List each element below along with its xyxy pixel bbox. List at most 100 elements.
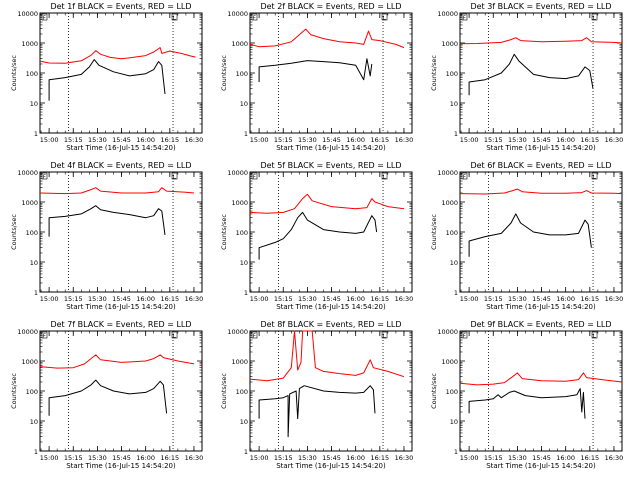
det-2-x-tick-label: 15:15 bbox=[274, 136, 293, 144]
det-9-y-axis-label: Counts/sec bbox=[430, 373, 438, 409]
det-3-annotation-l: L bbox=[593, 15, 597, 21]
det-1-flag-box bbox=[41, 13, 48, 21]
det-5-flag-box bbox=[381, 172, 388, 180]
det-6-plot-frame bbox=[459, 171, 623, 293]
det-7-x-tick-label: 15:45 bbox=[112, 454, 131, 462]
det-9-x-tick-label: 16:30 bbox=[605, 454, 624, 462]
det-1-flag-box bbox=[171, 13, 178, 21]
det-5-y-axis-label: Counts/sec bbox=[220, 214, 228, 250]
det-5-y-tick-label: 10000 bbox=[227, 169, 248, 177]
det-2-y-tick-label: 1000 bbox=[231, 40, 248, 48]
det-5-x-tick-label: 16:30 bbox=[395, 295, 414, 303]
det-8-y-tick-label: 10000 bbox=[227, 328, 248, 336]
det-2-x-tick-label: 15:30 bbox=[298, 136, 317, 144]
det-8-y-tick-label: 100 bbox=[236, 388, 248, 396]
det-9-x-tick-label: 15:00 bbox=[460, 454, 479, 462]
det-1-y-tick-label: 10000 bbox=[17, 10, 38, 18]
det-2-x-tick-label: 16:30 bbox=[395, 136, 414, 144]
det-2-lld-series-line bbox=[249, 28, 405, 49]
det-6-x-tick-label: 15:45 bbox=[532, 295, 551, 303]
det-4-lld-series-line bbox=[39, 187, 195, 195]
det-6-y-axis-label: Counts/sec bbox=[430, 214, 438, 250]
det-5-y-tick-label: 1 bbox=[244, 289, 248, 297]
det-8-x-axis-label: Start Time (16-Jul-15 14:54:20) bbox=[276, 462, 386, 470]
det-4-x-tick-label: 15:30 bbox=[88, 295, 107, 303]
det-6-y-tick-label: 1 bbox=[454, 289, 458, 297]
det-4-title: Det 4f BLACK = Events, RED = LLD bbox=[50, 161, 191, 170]
det-6-y-tick-label: 10000 bbox=[437, 169, 458, 177]
det-6-annotation-f: F bbox=[463, 174, 466, 180]
det-4-plot-frame bbox=[39, 171, 203, 293]
det-6-y-tick-label: 100 bbox=[446, 229, 458, 237]
det-3-x-tick-label: 16:00 bbox=[556, 136, 575, 144]
det-2-y-tick-label: 10000 bbox=[227, 10, 248, 18]
det-8-x-tick-label: 15:30 bbox=[298, 454, 317, 462]
det-3-y-tick-label: 1000 bbox=[441, 40, 458, 48]
det-4-y-tick-label: 1 bbox=[34, 289, 38, 297]
det-5-y-tick-label: 100 bbox=[236, 229, 248, 237]
det-1-events-series-line bbox=[48, 59, 166, 101]
det-7-events-series-line bbox=[48, 379, 168, 416]
det-2-annotation-l: L bbox=[383, 15, 387, 21]
det-3-plot-frame bbox=[459, 12, 623, 134]
det-9-flag-box bbox=[461, 331, 468, 339]
det-2-y-tick-label: 10 bbox=[240, 100, 248, 108]
det-6-x-tick-label: 15:30 bbox=[508, 295, 527, 303]
det-4-y-axis-label: Counts/sec bbox=[10, 214, 18, 250]
det-5-y-tick-label: 10 bbox=[240, 259, 248, 267]
det-1-x-tick-label: 16:00 bbox=[136, 136, 155, 144]
det-8-plot-frame bbox=[249, 330, 413, 452]
det-3-y-tick-label: 10000 bbox=[437, 10, 458, 18]
det-9-x-tick-label: 15:15 bbox=[484, 454, 503, 462]
det-7-x-tick-label: 16:15 bbox=[160, 454, 179, 462]
det-3-lld-series-line bbox=[459, 37, 623, 45]
det-3-x-tick-label: 15:15 bbox=[484, 136, 503, 144]
det-1-y-tick-label: 10 bbox=[30, 100, 38, 108]
det-7-annotation-l: L bbox=[173, 333, 177, 339]
det-9-annotation-l: L bbox=[593, 333, 597, 339]
det-6-flag-box bbox=[461, 172, 468, 180]
det-4-y-tick-label: 10 bbox=[30, 259, 38, 267]
det-6-y-tick-label: 10 bbox=[450, 259, 458, 267]
det-4-annotation-l: L bbox=[173, 174, 177, 180]
det-6-x-tick-label: 15:00 bbox=[460, 295, 479, 303]
det-4-y-tick-label: 1000 bbox=[21, 199, 38, 207]
det-4-x-tick-label: 15:00 bbox=[40, 295, 59, 303]
det-1-x-tick-label: 15:15 bbox=[64, 136, 83, 144]
det-1-x-tick-label: 15:00 bbox=[40, 136, 59, 144]
det-8-y-tick-label: 1000 bbox=[231, 358, 248, 366]
det-9-y-tick-label: 100 bbox=[446, 388, 458, 396]
det-4-events-series-line bbox=[48, 205, 166, 237]
det-9-annotation-f: F bbox=[463, 333, 466, 339]
det-8-annotation-l: L bbox=[383, 333, 387, 339]
det-2-x-tick-label: 15:45 bbox=[322, 136, 341, 144]
det-5-x-tick-label: 16:00 bbox=[346, 295, 365, 303]
det-8-annotation-f: F bbox=[253, 333, 256, 339]
det-4-x-tick-label: 16:15 bbox=[160, 295, 179, 303]
det-5-events-series-line bbox=[258, 211, 378, 260]
det-2-y-axis-label: Counts/sec bbox=[220, 55, 228, 91]
det-7-y-tick-label: 10000 bbox=[17, 328, 38, 336]
det-5-plot-frame bbox=[249, 171, 413, 293]
det-3-x-tick-label: 15:00 bbox=[460, 136, 479, 144]
det-6-events-series-line bbox=[468, 213, 592, 257]
det-2-plot-frame bbox=[249, 12, 413, 134]
det-5-flag-box bbox=[251, 172, 258, 180]
det-1-plot-frame bbox=[39, 12, 203, 134]
det-4-x-axis-label: Start Time (16-Jul-15 14:54:20) bbox=[66, 303, 176, 311]
det-5-y-tick-label: 1000 bbox=[231, 199, 248, 207]
det-7-y-tick-label: 100 bbox=[26, 388, 38, 396]
det-2-x-axis-label: Start Time (16-Jul-15 14:54:20) bbox=[276, 144, 386, 152]
det-8-title: Det 8f BLACK = Events, RED = LLD bbox=[260, 320, 401, 329]
det-7-annotation-f: F bbox=[43, 333, 46, 339]
det-1-annotation-f: F bbox=[43, 15, 46, 21]
det-2-flag-box bbox=[381, 13, 388, 21]
det-7-y-tick-label: 10 bbox=[30, 418, 38, 426]
det-4-x-tick-label: 16:30 bbox=[185, 295, 204, 303]
det-7-y-tick-label: 1 bbox=[34, 448, 38, 456]
det-4-x-tick-label: 16:00 bbox=[136, 295, 155, 303]
det-3-flag-box bbox=[591, 13, 598, 21]
det-1-x-tick-label: 15:45 bbox=[112, 136, 131, 144]
det-8-y-tick-label: 1 bbox=[244, 448, 248, 456]
